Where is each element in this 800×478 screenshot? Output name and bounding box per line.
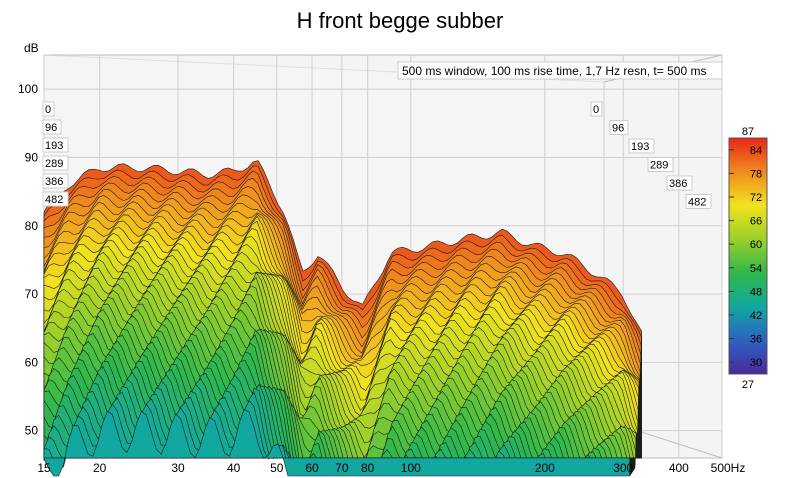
y-tick-label: 60 [25,355,39,369]
colorbar-tick-label: 66 [750,216,762,228]
x-tick-label: 500Hz [711,461,746,475]
colorbar-tick-label: 42 [750,310,762,322]
colorbar-tick-label: 30 [750,357,762,369]
x-tick-label: 15 [37,461,51,475]
time-label-left: 289 [45,158,63,170]
waterfall-slice [43,409,630,477]
x-tick-label: 300 [613,461,633,475]
y-tick-label: 70 [25,287,39,301]
time-label-right: 193 [631,141,649,153]
time-label-box [42,155,69,171]
colorbar-tick-label: 36 [750,334,762,346]
time-label-box [42,101,55,117]
x-tick-label: 70 [335,461,349,475]
colorbar-tick-label: 48 [750,286,762,298]
time-label-right: 0 [593,104,599,116]
time-label-left: 386 [45,176,63,188]
time-label-box [42,137,69,153]
y-axis-unit: dB [24,41,39,55]
chart-title: H front begge subber [296,8,504,33]
y-tick-label: 100 [18,82,38,96]
time-label-box [647,157,674,172]
annotation-text: 500 ms window, 100 ms rise time, 1,7 Hz … [402,64,706,78]
colorbar-tick-label: 72 [750,192,762,204]
colorbar-max-label: 87 [742,126,754,138]
time-label-box [42,191,69,207]
y-tick-label: 90 [25,150,39,164]
time-label-right: 482 [688,197,706,209]
time-label-box [685,194,712,209]
time-label-left: 482 [45,194,63,206]
x-tick-label: 80 [361,461,375,475]
x-tick-label: 40 [227,461,241,475]
colorbar-tick-label: 84 [750,145,762,157]
time-label-box [628,138,655,154]
time-label-box [42,173,69,189]
x-tick-label: 50 [270,461,284,475]
x-tick-label: 400 [669,461,689,475]
time-label-left: 0 [45,104,51,116]
x-tick-label: 20 [93,461,107,475]
colorbar-tick-label: 54 [750,263,762,275]
time-label-box [609,120,629,135]
x-tick-label: 30 [171,461,185,475]
time-label-left: 96 [45,122,57,134]
x-tick-label: 200 [535,461,555,475]
y-tick-label: 50 [25,424,39,438]
time-label-left: 193 [45,140,63,152]
y-tick-label: 80 [25,219,39,233]
x-tick-label: 60 [305,461,319,475]
time-label-box [666,175,693,191]
time-label-box [590,101,603,117]
colorbar-min-label: 27 [742,379,754,391]
time-label-box [42,119,62,135]
colorbar-tick-label: 78 [750,168,762,180]
time-label-right: 96 [612,123,624,135]
time-label-right: 289 [650,160,668,172]
colorbar-tick-label: 60 [750,239,762,251]
annotation-box [397,61,723,80]
colorbar [728,137,768,375]
time-label-right: 386 [669,178,687,190]
x-tick-label: 100 [401,461,421,475]
